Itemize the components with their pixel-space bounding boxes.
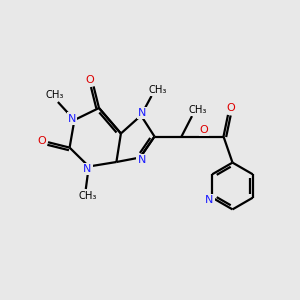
Text: O: O — [37, 136, 46, 146]
Text: N: N — [205, 195, 213, 205]
Text: CH₃: CH₃ — [46, 90, 64, 100]
Text: CH₃: CH₃ — [148, 85, 167, 95]
Text: N: N — [68, 113, 76, 124]
Text: O: O — [85, 75, 94, 85]
Text: N: N — [83, 164, 92, 174]
Text: CH₃: CH₃ — [78, 190, 97, 201]
Text: N: N — [138, 108, 147, 118]
Text: CH₃: CH₃ — [189, 105, 207, 115]
Text: O: O — [200, 125, 208, 135]
Text: O: O — [226, 103, 236, 113]
Text: N: N — [137, 155, 146, 165]
